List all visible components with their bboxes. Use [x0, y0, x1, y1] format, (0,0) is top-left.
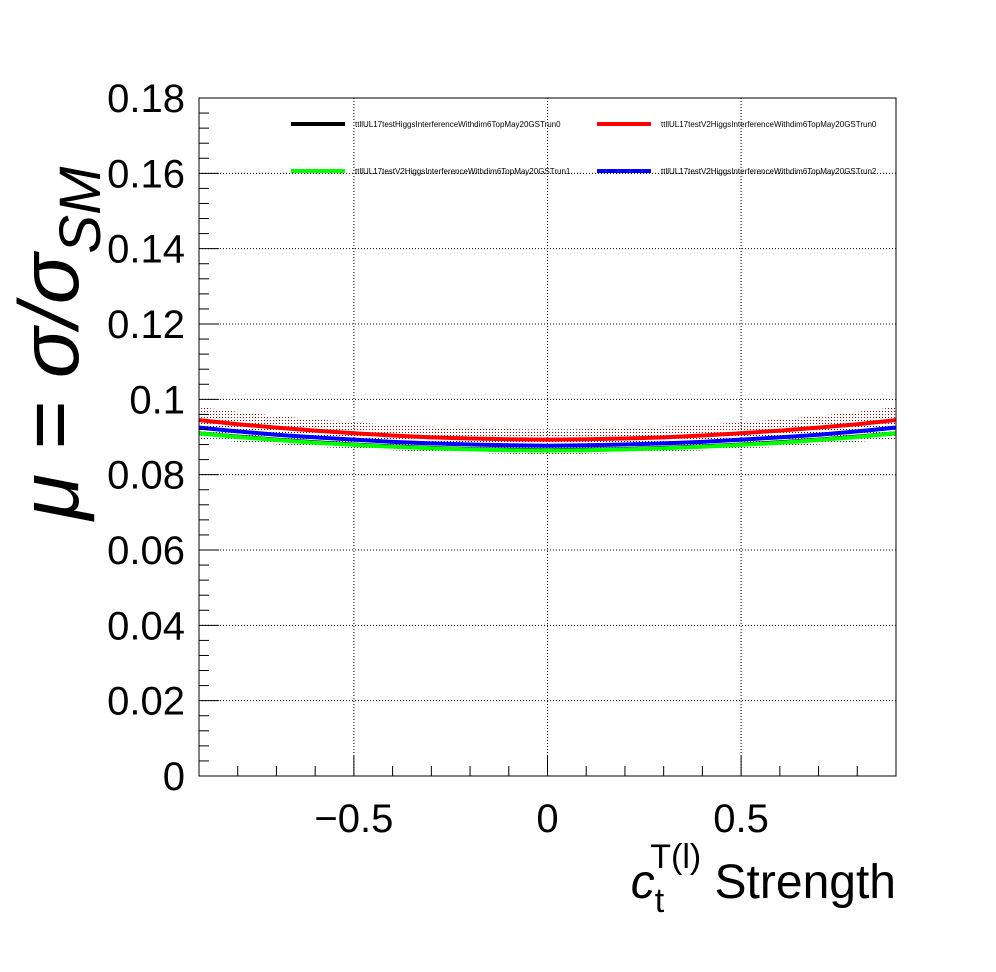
- x-tick-label: −0.5: [314, 797, 393, 841]
- y-tick-label: 0.02: [107, 680, 185, 724]
- y-tick-label: 0.18: [107, 77, 185, 121]
- y-tick-label: 0.16: [107, 152, 185, 196]
- x-axis-label-suffix: Strength: [701, 856, 896, 909]
- y-tick-label: 0: [163, 755, 185, 799]
- x-axis-label-main: c: [631, 856, 655, 909]
- legend-label-green: ttllUL17testV2HiggsInterferenceWithdim6T…: [355, 167, 571, 176]
- axis-ticks: [198, 97, 897, 777]
- legend: ttllUL17testHiggsInterferenceWithdim6Top…: [291, 120, 877, 176]
- series-line-blue: [199, 425, 896, 448]
- series-lines: [199, 418, 896, 453]
- legend-label-black: ttllUL17testHiggsInterferenceWithdim6Top…: [355, 120, 561, 129]
- legend-label-blue: ttllUL17testV2HiggsInterferenceWithdim6T…: [661, 167, 877, 176]
- y-tick-label: 0.1: [129, 378, 185, 422]
- y-tick-label: 0.04: [107, 604, 185, 648]
- x-axis-label-sup: T(l): [650, 838, 701, 876]
- series-line-red: [199, 418, 896, 442]
- y-axis-label-sub: SM: [48, 166, 113, 254]
- y-tick-label: 0.06: [107, 529, 185, 573]
- y-axis-label: μ = σ/σSM: [2, 166, 113, 522]
- x-tick-label: 0.5: [713, 797, 769, 841]
- legend-label-red: ttllUL17testV2HiggsInterferenceWithdim6T…: [661, 120, 877, 129]
- y-tick-label: 0.08: [107, 454, 185, 498]
- tick-labels: 0 0.02 0.04 0.06 0.08 0.1 0.12 0.14 0.16 0.18 −0.5…: [107, 77, 769, 841]
- x-tick-label: 0: [536, 797, 558, 841]
- series-line-green: [199, 431, 896, 453]
- y-tick-label: 0.12: [107, 303, 185, 347]
- y-axis-label-main: μ = σ/σ: [2, 250, 96, 522]
- x-axis-label: ct T(l) Strength: [631, 838, 896, 920]
- y-tick-label: 0.14: [107, 228, 185, 272]
- x-axis-label-sub: t: [655, 882, 665, 920]
